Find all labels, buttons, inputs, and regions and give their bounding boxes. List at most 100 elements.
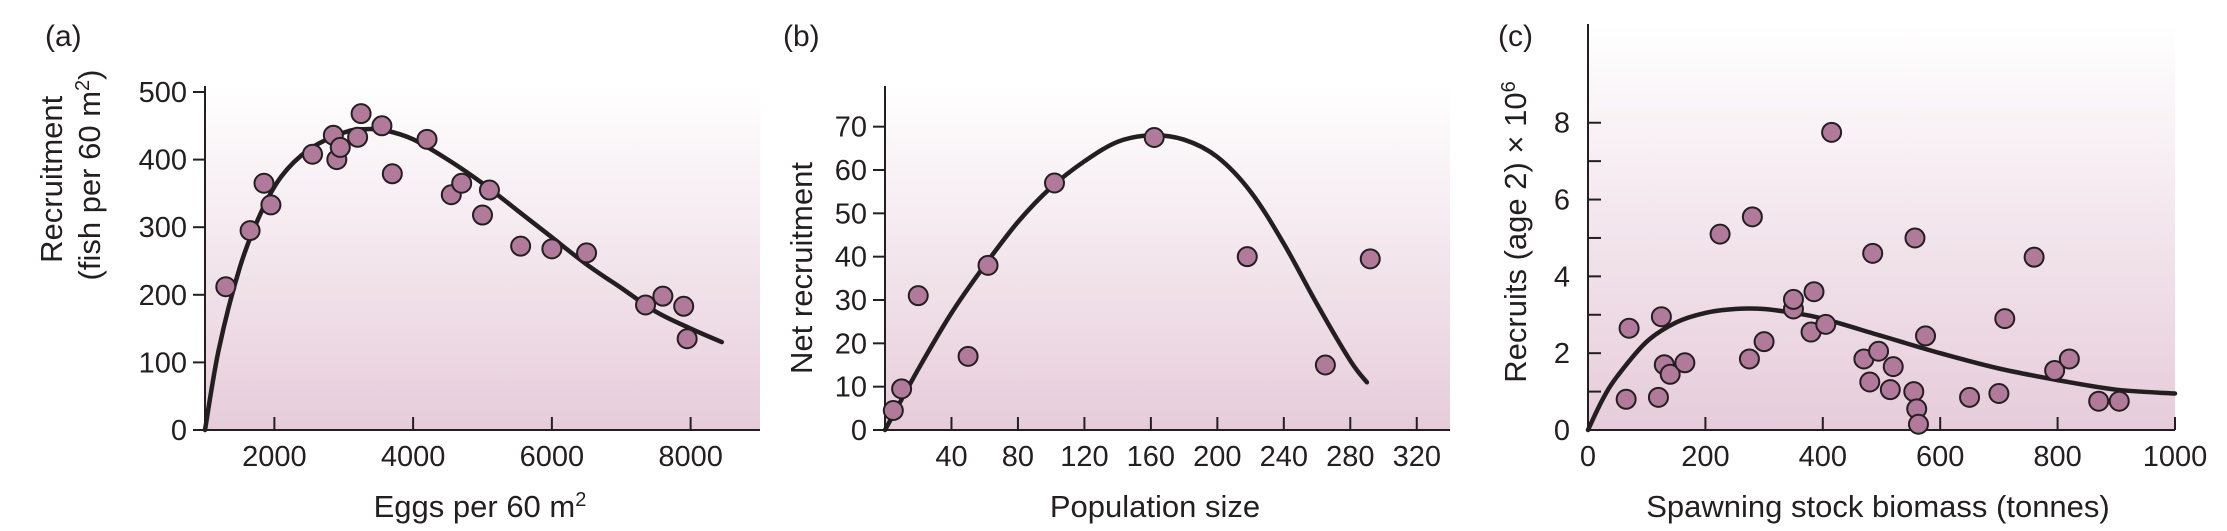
panel-a-y-tick-label: 100 <box>139 347 187 379</box>
panel-a-y-tick-label: 500 <box>139 77 187 109</box>
panel-a-data-point <box>541 238 563 260</box>
panel-b-y-tick-label: 20 <box>835 328 867 360</box>
panel-c-x-axis-title: Spawning stock biomass (tonnes) <box>1646 489 2110 524</box>
panel-b-letter: (b) <box>783 20 820 53</box>
panel-c-data-point <box>2108 390 2130 412</box>
panel-b-axes: 0 10 20 30 40 50 60 70 40 80 120 160 200 240 280 320 <box>835 86 1450 473</box>
panel-c-fit-curve <box>1585 306 2178 433</box>
panel-a-x-tick-label: 4000 <box>381 441 446 473</box>
panel-a-data-point <box>416 128 438 150</box>
panel-b-x-tick-label: 200 <box>1193 441 1241 473</box>
panel-c-y-tick-label: 6 <box>1554 185 1570 217</box>
panel-c-y-tick-label: 2 <box>1554 338 1570 370</box>
panel-c-data-point <box>1709 223 1731 245</box>
panel-b-marks <box>882 127 1381 433</box>
panel-a-x-axis-title: Eggs per 60 m2 <box>374 489 587 524</box>
panel-a-y-tick-label: 400 <box>139 145 187 177</box>
panel-b-y-axis-title: Net recruitment <box>784 162 819 374</box>
panel-a-x-tick-label: 2000 <box>242 441 307 473</box>
panel-a-data-point <box>676 328 698 350</box>
panel-c-data-point <box>1904 227 1926 249</box>
panel-c-data-point <box>1618 317 1640 339</box>
panel-b-data-point <box>891 378 913 400</box>
panel-b-data-point <box>1044 172 1065 194</box>
panel-c-recruits-vs-spawning-stock: (c) 0 2 4 6 8 0 200 400 600 800 1000 Spawning stoc… <box>1498 20 2207 524</box>
panel-a-data-point <box>472 204 493 226</box>
panel-a-axes: 0 100 200 300 400 500 2000 4000 6000 8000 <box>139 77 760 473</box>
panel-c-x-tick-label: 400 <box>1799 441 1847 473</box>
panel-b-y-tick-label: 10 <box>835 372 867 404</box>
panel-c-x-tick-label: 1000 <box>2143 441 2208 473</box>
panel-c-data-point <box>1994 308 2016 330</box>
panel-a-data-point <box>302 143 324 165</box>
panel-c-data-point <box>1859 371 1881 393</box>
panel-c-data-point <box>1615 388 1637 410</box>
panel-a-data-point <box>381 163 403 185</box>
panel-c-data-point <box>1903 381 1925 403</box>
panel-c-y-axis-title: Recruits (age 2) × 106 <box>1498 81 1533 382</box>
panel-a-recruitment-vs-eggs: (a) 0 100 200 300 400 500 2000 4000 6000 8000 Egg… <box>34 20 760 524</box>
panel-c-data-point <box>1959 386 1981 408</box>
panel-b-y-tick-label: 0 <box>851 415 867 447</box>
panel-c-x-tick-label: 0 <box>1580 441 1596 473</box>
panel-c-data-point <box>1862 242 1884 264</box>
panel-c-x-tick-label: 200 <box>1681 441 1729 473</box>
panel-c-data-point <box>1915 325 1937 347</box>
panel-a-data-point <box>239 220 261 242</box>
panel-c-axes: 0 2 4 6 8 0 200 400 600 800 1000 <box>1554 24 2207 473</box>
panel-a-data-point <box>371 115 393 137</box>
panel-b-x-tick-label: 320 <box>1393 441 1441 473</box>
panel-b-y-tick-label: 60 <box>835 155 867 187</box>
panel-c-data-point <box>1782 288 1804 310</box>
panel-c-y-tick-label: 4 <box>1554 261 1570 293</box>
panel-b-data-point <box>977 254 999 276</box>
panel-b-x-tick-label: 280 <box>1326 441 1374 473</box>
panel-b-data-point <box>1143 127 1165 148</box>
panel-c-letter: (c) <box>1498 20 1533 53</box>
panel-a-x-tick-label: 8000 <box>658 441 723 473</box>
panel-a-letter: (a) <box>45 20 82 53</box>
panel-a-data-point <box>347 126 369 148</box>
panel-c-data-point <box>2044 359 2066 381</box>
panel-c-data-point <box>2058 348 2080 370</box>
panel-b-data-point <box>882 400 904 421</box>
panel-c-data-point <box>1868 340 1890 362</box>
panel-c-data-point <box>1882 356 1904 378</box>
panel-a-data-point <box>350 103 372 125</box>
panel-b-x-tick-label: 120 <box>1060 441 1108 473</box>
panel-b-data-point <box>1236 246 1258 268</box>
panel-b-y-tick-label: 70 <box>835 112 867 144</box>
panel-b-data-point <box>957 345 979 367</box>
panel-b-x-tick-label: 80 <box>1002 441 1034 473</box>
panel-a-data-point <box>478 179 500 201</box>
panel-c-marks <box>1585 121 2178 435</box>
panel-a-data-point <box>510 235 532 257</box>
panel-c-data-point <box>2023 246 2045 268</box>
panel-a-y-tick-label: 200 <box>139 280 187 312</box>
panel-c-data-point <box>1815 313 1837 335</box>
panel-b-plot-background <box>885 86 1450 430</box>
panel-b-y-tick-label: 30 <box>835 285 867 317</box>
panel-c-data-point <box>1988 383 2010 405</box>
panel-c-data-point <box>1738 348 1760 370</box>
panel-b-fit-curve <box>882 133 1370 433</box>
panel-a-marks <box>202 103 725 433</box>
panel-a-x-tick-label: 6000 <box>520 441 585 473</box>
panel-b-x-tick-label: 160 <box>1127 441 1175 473</box>
panel-a-y-tick-label: 0 <box>171 415 187 447</box>
panel-c-data-point <box>1753 331 1775 353</box>
panel-c-data-point <box>1803 281 1825 303</box>
panel-a-data-point <box>635 294 657 316</box>
panel-a-y-tick-label: 300 <box>139 212 187 244</box>
panel-c-y-tick-label: 8 <box>1554 108 1570 140</box>
panel-a-data-point <box>215 276 237 298</box>
panel-c-data-point <box>1741 206 1763 228</box>
panel-b-x-axis-title: Population size <box>1050 489 1260 524</box>
panel-b-x-tick-label: 40 <box>935 441 967 473</box>
panel-c-data-point <box>2088 390 2110 412</box>
panel-b-data-point <box>907 285 929 307</box>
panel-a-y-axis-title: Recruitment (fish per 60 m2) <box>34 70 107 281</box>
panel-a-data-point <box>576 242 598 264</box>
panel-a-data-point <box>260 194 282 216</box>
panel-b-data-point <box>1359 248 1381 270</box>
